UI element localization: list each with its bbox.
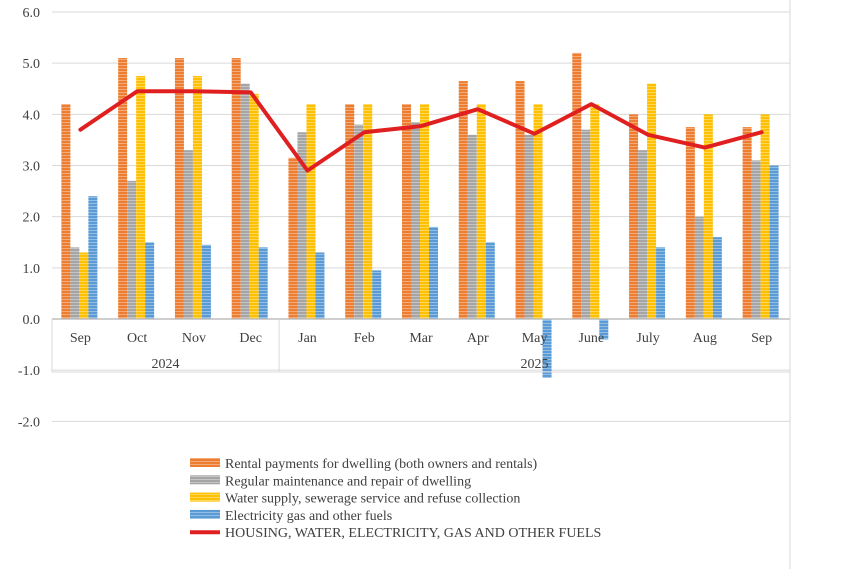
x-tick-label: Dec	[239, 331, 262, 346]
legend-swatch	[190, 509, 220, 519]
bar-water-nov	[192, 75, 202, 319]
bar-water-apr	[476, 104, 486, 319]
bar-electricity-mar	[429, 226, 438, 319]
bar-regular-nov	[183, 150, 193, 319]
y-tick-label: 4.0	[23, 108, 41, 123]
x-tick-label: Sep	[751, 331, 772, 346]
bar-rental-dec	[231, 58, 241, 320]
y-tick-label: 1.0	[23, 262, 41, 277]
bar-water-jan	[306, 104, 316, 319]
bar-regular-dec	[240, 83, 250, 319]
bar-regular-apr	[467, 134, 477, 319]
bar-rental-feb	[345, 104, 355, 319]
bar-rental-july	[629, 114, 639, 319]
legend-swatch	[190, 458, 220, 467]
x-axis: Sep Oct Nov Dec Jan Feb Mar Apr May June July Aug Se…	[51, 318, 791, 373]
legend: Rental payments for dwelling (both owner…	[190, 457, 601, 541]
total-line	[78, 89, 764, 173]
bar-electricity-july	[656, 247, 666, 319]
legend-label: Electricity gas and other fuels	[225, 509, 392, 524]
legend-swatch	[190, 475, 220, 485]
bar-electricity-june	[599, 319, 609, 340]
bar-regular-sep	[70, 247, 80, 319]
bar-water-oct	[136, 75, 146, 319]
year-group-label: 2024	[152, 357, 180, 372]
bar-electricity-feb	[372, 270, 382, 319]
bar-electricity-oct	[145, 242, 155, 319]
legend-label: Regular maintenance and repair of dwelli…	[225, 474, 471, 489]
year-group-label: 2025	[521, 357, 549, 372]
bar-water-feb	[363, 104, 373, 319]
bar-regular-feb	[354, 124, 364, 319]
x-tick-label: Aug	[693, 331, 717, 346]
x-tick-label: Mar	[409, 331, 433, 346]
bar-water-may	[533, 104, 543, 319]
bar-rental-aug	[685, 127, 695, 319]
legend-swatch	[190, 492, 220, 502]
bar-electricity-jan	[315, 252, 325, 319]
y-tick-label: -2.0	[18, 415, 40, 430]
bar-electricity-nov	[201, 244, 211, 319]
bar-water-aug	[703, 114, 713, 319]
x-tick-label: Feb	[354, 331, 375, 346]
x-tick-label: Oct	[127, 331, 147, 346]
bar-water-dec	[249, 93, 259, 319]
legend-label: HOUSING, WATER, ELECTRICITY, GAS AND OTH…	[225, 526, 601, 541]
y-axis-ticks: 6.0 5.0 4.0 3.0 2.0 1.0 0.0 -1.0 -2.0	[18, 6, 40, 430]
y-tick-label: -1.0	[18, 364, 40, 379]
y-tick-label: 3.0	[23, 160, 41, 175]
x-tick-label: Nov	[182, 331, 206, 346]
x-tick-label: Apr	[467, 331, 489, 346]
bar-water-mar	[420, 104, 429, 319]
bar-regular-jan	[297, 132, 307, 319]
y-tick-label: 5.0	[23, 57, 41, 72]
bar-electricity-sep	[88, 196, 98, 319]
x-tick-label: June	[578, 331, 604, 346]
bar-electricity-apr	[485, 242, 495, 319]
bar-regular-oct	[127, 180, 137, 319]
bar-regular-sep	[751, 160, 761, 319]
bar-rental-sep	[61, 104, 71, 319]
bar-rental-mar	[402, 104, 411, 319]
legend-label: Rental payments for dwelling (both owner…	[225, 457, 538, 472]
bar-rental-june	[572, 52, 582, 319]
x-tick-label: July	[636, 331, 659, 346]
x-tick-label: Sep	[70, 331, 91, 346]
bar-water-june	[590, 104, 600, 319]
bar-electricity-dec	[258, 247, 268, 319]
bar-electricity-may	[542, 319, 552, 378]
line-housing-total	[78, 89, 764, 173]
bar-regular-may	[524, 134, 534, 319]
bar-electricity-aug	[712, 237, 722, 319]
bar-rental-apr	[458, 81, 468, 319]
bar-rental-jan	[288, 157, 298, 319]
bar-water-july	[647, 83, 657, 319]
y-tick-label: 0.0	[23, 313, 41, 328]
bars	[61, 52, 779, 378]
x-tick-label: Jan	[298, 331, 317, 346]
bar-regular-aug	[694, 216, 704, 319]
bar-water-sep	[760, 114, 770, 319]
x-tick-label: May	[522, 331, 548, 346]
y-tick-label: 6.0	[23, 6, 41, 21]
bar-rental-nov	[174, 58, 184, 320]
bar-regular-mar	[411, 122, 420, 319]
legend-label: Water supply, sewerage service and refus…	[225, 492, 520, 507]
bar-rental-sep	[742, 127, 752, 319]
y-tick-label: 2.0	[23, 211, 41, 226]
bar-water-sep	[79, 252, 89, 319]
bar-regular-july	[638, 150, 648, 319]
bar-rental-oct	[118, 58, 128, 320]
bar-regular-june	[581, 129, 591, 319]
bar-rental-may	[515, 81, 525, 319]
bar-electricity-sep	[769, 165, 779, 319]
